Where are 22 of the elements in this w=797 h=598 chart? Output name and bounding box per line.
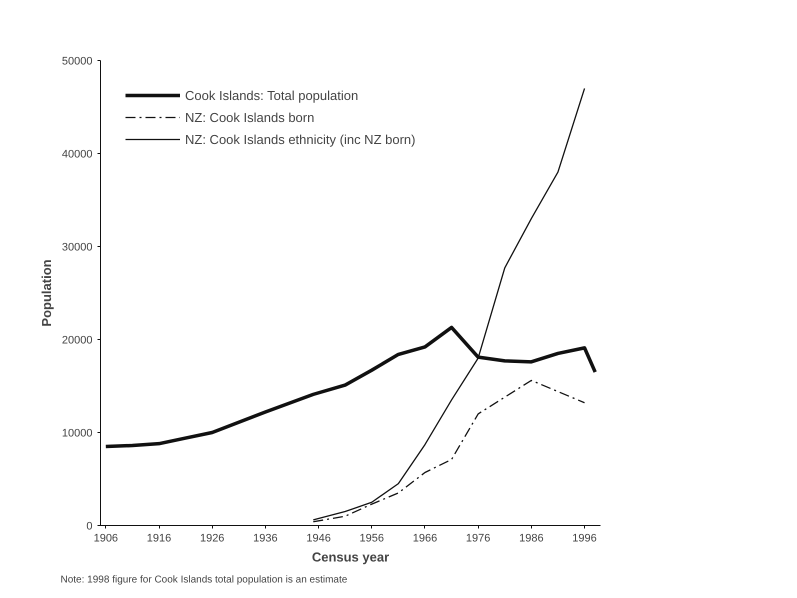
- y-tick-label: 20000: [62, 334, 93, 346]
- x-tick-label: 1916: [146, 532, 172, 544]
- x-tick-label: 1906: [94, 532, 118, 544]
- y-tick-label: 50000: [62, 56, 93, 68]
- x-tick-label: 1996: [572, 532, 597, 544]
- x-tick-label: 1926: [200, 532, 224, 544]
- y-tick-label: 0: [86, 520, 93, 532]
- text: Note: 1998 figure for Cook Islands total population is an estimate: [60, 574, 348, 586]
- x-tick-label: 1956: [360, 532, 384, 544]
- x-tick-label: 1976: [466, 532, 490, 544]
- y-axis-title: Population: [38, 259, 54, 327]
- legend-label: NZ: Cook Islands ethnicity (inc NZ born): [185, 132, 416, 146]
- x-tick-label: 1966: [412, 532, 438, 544]
- y-tick-label: 10000: [62, 428, 93, 440]
- legend-label: Cook Islands: Total population: [185, 88, 358, 102]
- y-tick-label: 30000: [62, 242, 93, 254]
- x-tick-label: 1936: [253, 532, 278, 544]
- x-tick-label: 1946: [306, 532, 331, 544]
- x-axis-title: Census year: [312, 550, 390, 564]
- legend-label: NZ: Cook Islands born: [185, 110, 314, 124]
- y-tick-label: 40000: [62, 148, 93, 160]
- x-tick-label: 1986: [519, 532, 544, 544]
